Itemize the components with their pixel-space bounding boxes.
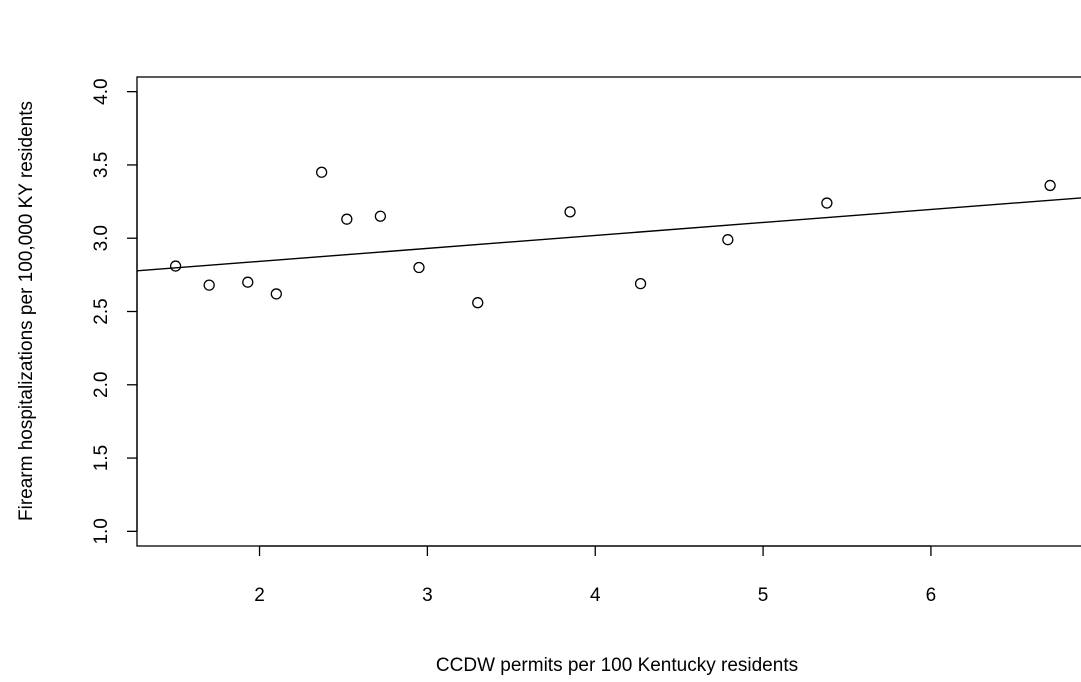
x-axis-title: CCDW permits per 100 Kentucky residents [436, 655, 798, 676]
regression-line-group [137, 197, 1081, 272]
data-point [169, 260, 182, 272]
data-point [203, 279, 215, 291]
x-axis: 2 3 4 5 6 [254, 545, 937, 606]
data-point [722, 234, 734, 246]
data-points [169, 166, 1056, 309]
x-tick-label: 2 [254, 585, 265, 606]
y-tick-label: 1.5 [91, 445, 112, 471]
x-tick-label: 5 [758, 585, 769, 606]
x-tick-label: 4 [590, 585, 601, 606]
x-tick-label: 3 [422, 585, 433, 606]
data-point [634, 278, 647, 290]
y-tick-label: 4.0 [91, 78, 112, 104]
data-point [564, 206, 576, 218]
data-point [341, 213, 353, 225]
y-tick-label: 2.0 [91, 372, 112, 398]
y-tick-label: 3.5 [91, 152, 112, 178]
y-tick-label: 3.0 [91, 225, 112, 251]
y-tick-label: 1.0 [91, 518, 112, 544]
y-tick-label: 2.5 [91, 298, 112, 324]
data-point [821, 197, 833, 209]
data-point [270, 288, 282, 300]
regression-line [137, 197, 1081, 272]
x-tick-label: 6 [926, 585, 937, 606]
data-point [374, 210, 387, 222]
y-axis-title: Firearm hospitalizations per 100,000 KY … [16, 101, 37, 521]
data-point [315, 166, 328, 178]
data-point [413, 261, 425, 274]
plot-frame [136, 76, 1081, 547]
data-point [1044, 179, 1056, 192]
data-point [472, 297, 484, 309]
data-point [242, 276, 254, 288]
y-axis: 1.0 1.5 2.0 2.5 3.0 3.5 4.0 [91, 78, 138, 545]
